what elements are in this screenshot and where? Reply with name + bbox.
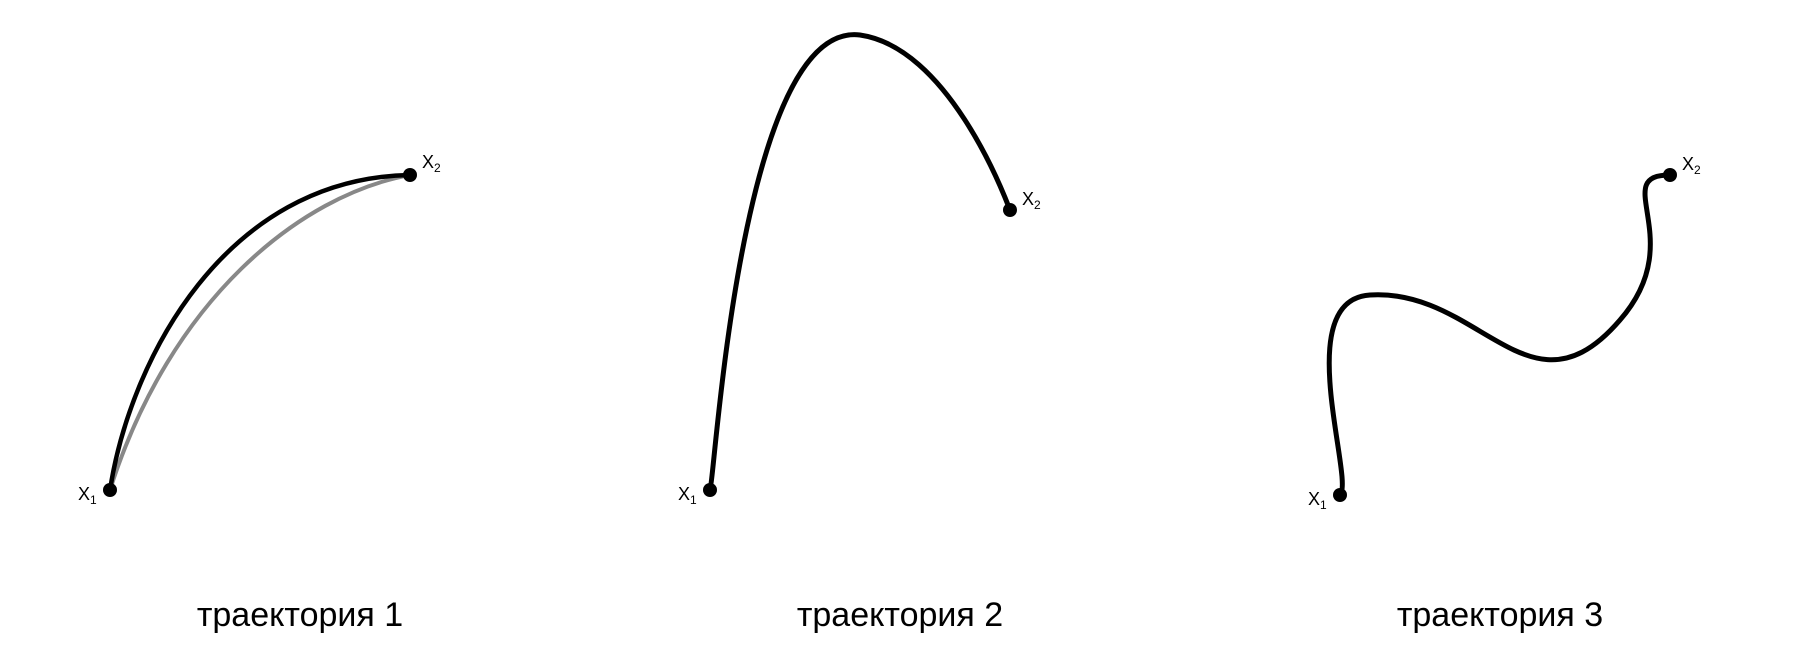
point-x1-label-sub: 1 (90, 493, 97, 507)
point-x1-label: X1 (678, 484, 697, 507)
caption-trajectory-3: траектория 3 (1200, 596, 1800, 635)
panel-trajectory-1: X1 X2 траектория 1 (0, 0, 600, 660)
point-x2-label: X2 (422, 152, 441, 175)
point-x1-label-main: X (78, 484, 90, 504)
diagram-canvas: X1 X2 траектория 1 X1 (0, 0, 1800, 660)
point-x1-dot (703, 483, 717, 497)
point-x2-dot (1003, 203, 1017, 217)
point-x2-label-sub: 2 (1694, 163, 1701, 177)
trajectory-3-svg: X1 X2 (1200, 0, 1800, 560)
point-x2-label-sub: 2 (1034, 198, 1041, 212)
trajectory-2-point-x1: X1 (678, 483, 717, 507)
point-x1-label-sub: 1 (1320, 498, 1327, 512)
trajectory-1-curve-black (110, 175, 410, 490)
point-x2-label: X2 (1022, 189, 1041, 212)
point-x2-label-main: X (1022, 189, 1034, 209)
point-x2-label: X2 (1682, 154, 1701, 177)
point-x1-dot (1333, 488, 1347, 502)
caption-trajectory-2: траектория 2 (600, 596, 1200, 635)
trajectory-2-svg: X1 X2 (600, 0, 1200, 560)
point-x2-dot (1663, 168, 1677, 182)
panel-trajectory-2: X1 X2 траектория 2 (600, 0, 1200, 660)
trajectory-2-curve (710, 35, 1010, 490)
point-x1-dot (103, 483, 117, 497)
panel-trajectory-3: X1 X2 траектория 3 (1200, 0, 1800, 660)
point-x2-label-sub: 2 (434, 161, 441, 175)
trajectory-3-curve (1329, 175, 1670, 495)
caption-trajectory-1: траектория 1 (0, 596, 600, 635)
point-x1-label-main: X (1308, 489, 1320, 509)
trajectory-3-point-x1: X1 (1308, 488, 1347, 512)
point-x1-label: X1 (78, 484, 97, 507)
trajectory-3-curves (1329, 175, 1670, 495)
point-x2-label-main: X (1682, 154, 1694, 174)
trajectory-2-curves (710, 35, 1010, 490)
trajectory-3-point-x2: X2 (1663, 154, 1701, 182)
trajectory-1-point-x1: X1 (78, 483, 117, 507)
trajectory-1-svg: X1 X2 (0, 0, 600, 560)
point-x2-label-main: X (422, 152, 434, 172)
point-x2-dot (403, 168, 417, 182)
point-x1-label: X1 (1308, 489, 1327, 512)
point-x1-label-main: X (678, 484, 690, 504)
point-x1-label-sub: 1 (690, 493, 697, 507)
trajectory-1-point-x2: X2 (403, 152, 441, 182)
trajectory-1-curves (110, 175, 410, 490)
